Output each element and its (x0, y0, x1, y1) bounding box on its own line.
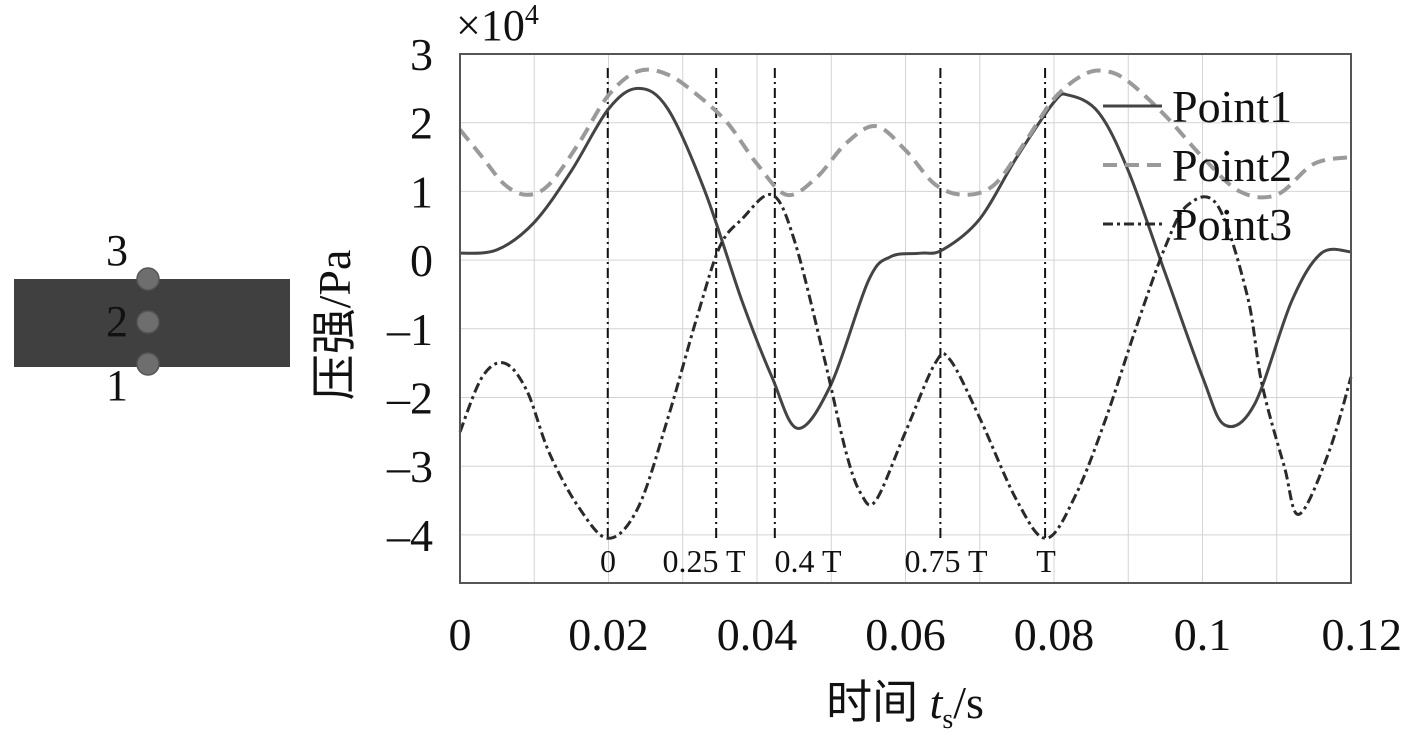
reference-line-label: 0 (600, 543, 616, 579)
point-3-marker (136, 267, 160, 291)
y-tick-label: –1 (386, 304, 433, 355)
reference-line-label: 0.25 T (663, 543, 746, 579)
x-tick-label: 0.06 (865, 609, 946, 660)
reference-line-label: T (1036, 543, 1056, 579)
y-tick-label: –4 (386, 510, 433, 561)
y-tick-label: –2 (386, 373, 433, 424)
legend-label-point2: Point2 (1172, 140, 1292, 191)
point-3-label: 3 (106, 226, 128, 275)
point-2-marker (136, 310, 160, 334)
y-tick-label: 3 (410, 29, 433, 80)
y-tick-label: 2 (410, 98, 433, 149)
series-lines (458, 67, 1353, 540)
x-tick-labels: 0 0.02 0.04 0.06 0.08 0.1 0.12 (449, 609, 1403, 660)
series-line-point3 (458, 193, 1353, 540)
reference-line-label: 0.75 T (905, 543, 988, 579)
series-line-point2 (458, 67, 1352, 200)
y-exponent-label: ×104 (456, 0, 539, 50)
series-line-point1 (459, 86, 1352, 430)
y-tick-labels: 3 2 1 0 –1 –2 –3 –4 (386, 29, 433, 561)
grid (460, 53, 1351, 583)
y-tick-label: 0 (410, 235, 433, 286)
reference-line-label: 0.4 T (775, 543, 842, 579)
beam-inset: 3 2 1 (14, 226, 290, 410)
x-tick-label: 0.04 (717, 609, 798, 660)
legend-label-point3: Point3 (1172, 199, 1292, 250)
point-2-label: 2 (106, 297, 128, 346)
x-tick-label: 0.1 (1174, 609, 1232, 660)
x-tick-label: 0.02 (568, 609, 649, 660)
point-1-marker (136, 352, 160, 376)
plot-frame (459, 53, 1352, 584)
reference-lines (606, 68, 1047, 540)
point-1-label: 1 (106, 361, 128, 410)
legend-label-point1: Point1 (1172, 81, 1292, 132)
y-axis-label: 压强/Pa (309, 250, 360, 401)
x-axis-label: 时间 ts/s (826, 677, 984, 732)
y-tick-label: –3 (386, 441, 433, 492)
x-tick-label: 0 (449, 609, 472, 660)
legend: Point1 Point2 Point3 (1103, 81, 1292, 250)
x-tick-label: 0.12 (1322, 609, 1403, 660)
x-tick-label: 0.08 (1014, 609, 1095, 660)
y-tick-label: 1 (410, 166, 433, 217)
reference-line-labels: 0 0.25 T 0.4 T 0.75 T T (600, 543, 1056, 579)
